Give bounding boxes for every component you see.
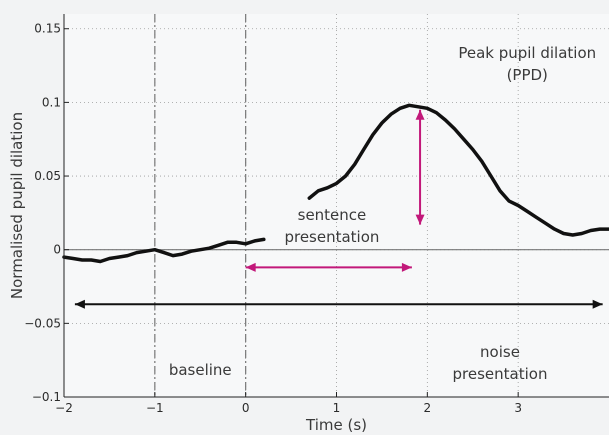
annotation-line: noise <box>480 343 520 361</box>
arrow-head <box>401 262 412 272</box>
x-tick-label: 1 <box>333 401 341 415</box>
annotation-line: presentation <box>453 365 548 383</box>
x-tick-label: 3 <box>514 401 522 415</box>
y-tick-label: 0.15 <box>34 22 61 36</box>
annotations: Peak pupil dilation (PPD) sentence presenta… <box>169 44 596 383</box>
data-lines <box>62 103 609 264</box>
arrow-head <box>74 299 85 309</box>
sentence-presentation-arrow <box>245 262 412 272</box>
x-tick-label: 0 <box>242 401 250 415</box>
annotation-line: (PPD) <box>507 66 548 84</box>
series-line <box>307 103 609 237</box>
y-tick-label: 0.1 <box>42 95 61 109</box>
y-tick-label: 0.05 <box>34 169 61 183</box>
ppd-arrow <box>415 109 425 225</box>
sentence-presentation-label: sentence presentation <box>284 206 379 246</box>
x-tick-label: −1 <box>146 401 164 415</box>
arrows <box>74 109 603 309</box>
x-axis-label: Time (s) <box>305 416 367 434</box>
y-axis-label: Normalised pupil dilation <box>8 112 26 299</box>
arrow-head <box>245 262 256 272</box>
baseline-label: baseline <box>169 361 232 379</box>
annotation-line: Peak pupil dilation <box>458 44 596 62</box>
annotation-line: baseline <box>169 361 232 379</box>
noise-presentation-label: noise presentation <box>453 343 548 383</box>
arrow-head <box>415 214 425 225</box>
arrow-head <box>592 299 603 309</box>
annotation-line: sentence <box>298 206 367 224</box>
y-tick-label: −0.05 <box>24 316 61 330</box>
noise-presentation-arrow <box>74 299 603 309</box>
ppd-label: Peak pupil dilation (PPD) <box>458 44 596 84</box>
x-tick-label: −2 <box>55 401 73 415</box>
axes: −2 −1 0 1 2 3 −0.1 −0.05 0 0.05 0.1 0.15 <box>24 14 609 415</box>
arrow-head <box>415 109 425 120</box>
x-tick-label: 2 <box>424 401 432 415</box>
series-line <box>62 237 266 264</box>
y-tick-label: 0 <box>53 243 61 257</box>
y-tick-label: −0.1 <box>32 390 61 404</box>
annotation-line: presentation <box>284 228 379 246</box>
